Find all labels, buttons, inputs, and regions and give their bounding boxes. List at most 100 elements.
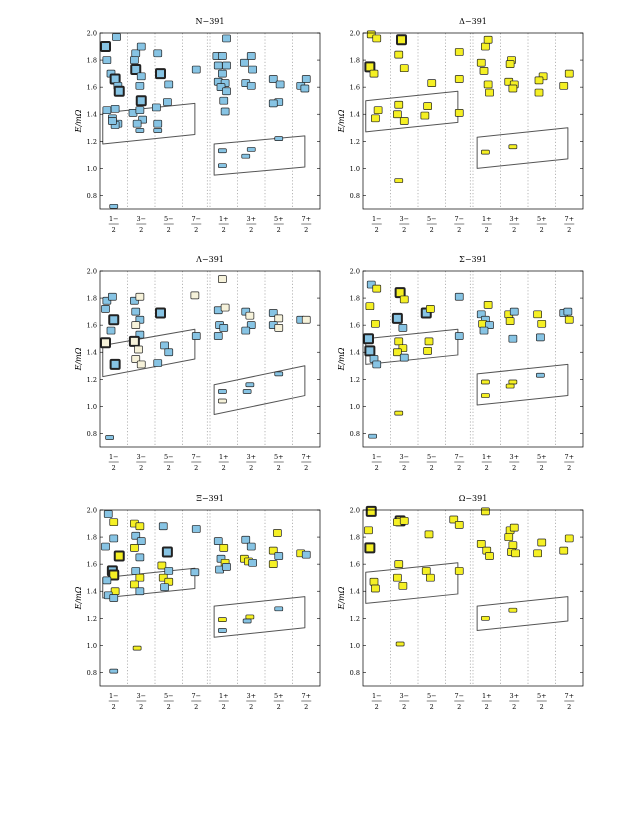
region-outline [365, 90, 459, 133]
level-box [454, 109, 464, 117]
x-tick-denominator: 2 [402, 464, 406, 472]
level-box [135, 292, 145, 301]
x-tick-numerator: 3− [399, 453, 409, 461]
x-tick-label: 3+2 [246, 453, 257, 472]
level-box [245, 311, 255, 320]
x-tick-denominator: 2 [167, 703, 171, 711]
x-tick-numerator: 1− [372, 453, 382, 461]
level-box [394, 178, 404, 183]
level-box [268, 99, 278, 108]
x-tick-denominator: 2 [222, 703, 226, 711]
level-box [394, 337, 404, 346]
level-box [373, 106, 383, 115]
x-tick-denominator: 2 [249, 226, 253, 234]
x-tick-label: 1−2 [108, 692, 119, 711]
x-tick-denominator: 2 [375, 226, 379, 234]
level-box [153, 49, 163, 58]
x-tick-denominator: 2 [249, 464, 253, 472]
level-box [534, 76, 544, 85]
level-box [130, 580, 139, 589]
x-tick-denominator: 2 [139, 703, 143, 711]
level-box [191, 65, 201, 74]
level-box [242, 389, 252, 394]
x-tick-denominator: 2 [430, 464, 434, 472]
level-box [213, 61, 223, 70]
y-tick-label: 0.8 [350, 192, 360, 200]
level-box [136, 360, 146, 369]
x-tick-numerator: 5+ [274, 692, 284, 700]
x-tick-label: 5+2 [536, 692, 547, 711]
x-tick-denominator: 2 [139, 226, 143, 234]
chart-title: N−391 [196, 17, 225, 26]
level-box [454, 521, 464, 529]
y-tick-label: 1.2 [87, 376, 97, 384]
x-tick-denominator: 2 [375, 703, 379, 711]
level-box [399, 516, 409, 525]
level-box [190, 291, 200, 300]
level-box [365, 302, 375, 311]
level-box [483, 35, 493, 44]
chart-panel: Σ−3910.81.01.21.41.61.82.0E/mΩ1−23−25−27… [337, 255, 584, 472]
level-box [105, 435, 114, 440]
x-tick-denominator: 2 [485, 703, 489, 711]
level-box [424, 530, 434, 539]
x-tick-numerator: 7− [191, 692, 201, 700]
region-outline [476, 596, 569, 631]
level-box [275, 80, 285, 89]
level-box [398, 581, 408, 590]
level-box [108, 117, 117, 125]
level-box [246, 81, 256, 90]
level-box [222, 61, 231, 70]
level-box [479, 67, 489, 75]
x-tick-label: 7+2 [564, 453, 575, 472]
chart-panel: Ξ−3910.81.01.21.41.61.82.0E/mΩ1−23−25−27… [74, 494, 321, 711]
level-box [157, 561, 167, 570]
level-box [564, 315, 574, 324]
x-tick-numerator: 7+ [301, 692, 311, 700]
y-tick-label: 1.4 [350, 588, 360, 596]
level-box [559, 546, 569, 555]
level-box [274, 606, 284, 612]
x-tick-numerator: 3+ [509, 453, 519, 461]
level-box [213, 332, 223, 340]
x-tick-denominator: 2 [194, 703, 198, 711]
region-outline [213, 365, 306, 416]
level-box [220, 303, 230, 312]
level-box [301, 75, 311, 83]
level-box [190, 568, 200, 577]
level-box [421, 567, 431, 575]
level-box [274, 136, 284, 141]
level-box [102, 576, 112, 585]
level-box [219, 544, 229, 552]
x-tick-label: 5−2 [426, 692, 437, 711]
x-tick-label: 1+2 [218, 453, 229, 472]
x-tick-denominator: 2 [167, 226, 171, 234]
level-box [135, 553, 145, 562]
x-tick-label: 5+2 [536, 453, 547, 472]
level-box [109, 594, 119, 602]
level-box [563, 307, 573, 316]
level-box [364, 345, 376, 357]
x-tick-numerator: 5− [164, 692, 174, 700]
x-tick-denominator: 2 [540, 464, 544, 472]
level-box [426, 305, 435, 313]
level-box [161, 546, 173, 558]
x-tick-numerator: 1− [109, 692, 119, 700]
level-box [268, 75, 278, 83]
x-tick-label: 3+2 [509, 692, 520, 711]
level-box [132, 645, 142, 651]
x-tick-label: 5−2 [426, 215, 437, 234]
level-box [395, 641, 405, 647]
level-box [130, 56, 139, 64]
x-tick-denominator: 2 [112, 464, 116, 472]
y-axis-label: E/mΩ [74, 109, 83, 133]
chart-title: Δ−391 [459, 17, 487, 26]
level-box [399, 64, 409, 73]
x-tick-numerator: 7+ [301, 215, 311, 223]
x-tick-numerator: 5+ [537, 215, 547, 223]
level-box [454, 567, 464, 575]
level-box [130, 544, 139, 552]
x-tick-numerator: 5− [427, 453, 437, 461]
y-tick-label: 2.0 [87, 268, 97, 276]
x-tick-label: 3−2 [399, 692, 410, 711]
